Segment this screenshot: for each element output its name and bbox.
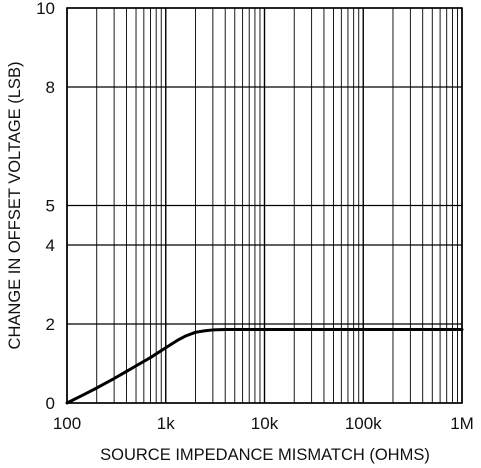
y-tick-label: 0 xyxy=(46,394,55,413)
series-layer xyxy=(65,328,464,405)
x-tick-labels: 100 1k 10k 100k 1M xyxy=(53,414,474,433)
y-tick-label: 8 xyxy=(46,78,55,97)
x-tick-label: 100 xyxy=(53,414,81,433)
x-tick-label: 10k xyxy=(251,414,279,433)
y-tick-label: 2 xyxy=(46,315,55,334)
x-tick-label: 1k xyxy=(157,414,175,433)
y-tick-label: 5 xyxy=(46,197,55,216)
y-tick-label: 4 xyxy=(46,236,55,255)
x-axis-title: SOURCE IMPEDANCE MISMATCH (OHMS) xyxy=(100,446,430,464)
series-line xyxy=(65,328,464,405)
x-tick-label: 100k xyxy=(345,414,382,433)
y-tick-labels: 0 2 4 5 8 10 xyxy=(36,0,55,413)
y-axis-title: CHANGE IN OFFSET VOLTAGE (LSB) xyxy=(6,62,24,350)
plot-area-frame xyxy=(66,7,463,404)
y-tick-label: 10 xyxy=(36,0,55,18)
x-tick-label: 1M xyxy=(450,414,474,433)
